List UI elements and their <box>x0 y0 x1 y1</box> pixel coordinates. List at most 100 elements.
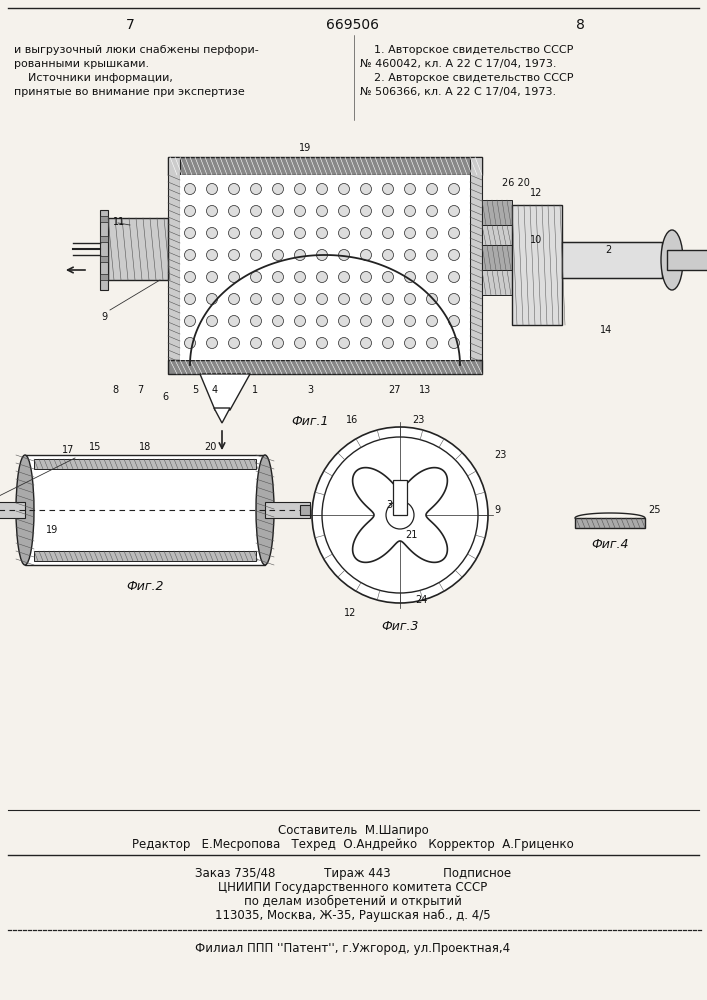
Circle shape <box>295 228 305 238</box>
Circle shape <box>448 206 460 217</box>
Circle shape <box>228 249 240 260</box>
Circle shape <box>404 338 416 349</box>
Text: 5: 5 <box>192 385 198 395</box>
Circle shape <box>295 206 305 217</box>
Circle shape <box>317 316 327 326</box>
Circle shape <box>185 271 196 282</box>
Text: 1. Авторское свидетельство СССР: 1. Авторское свидетельство СССР <box>360 45 573 55</box>
Circle shape <box>382 294 394 304</box>
Text: 10: 10 <box>530 235 542 245</box>
Circle shape <box>404 316 416 326</box>
Circle shape <box>382 206 394 217</box>
Text: 17: 17 <box>62 445 74 455</box>
Bar <box>482 200 512 225</box>
Circle shape <box>185 228 196 238</box>
Bar <box>168 157 482 175</box>
Circle shape <box>228 271 240 282</box>
Ellipse shape <box>256 455 274 565</box>
Text: 9: 9 <box>494 505 500 515</box>
Circle shape <box>426 316 438 326</box>
Circle shape <box>361 184 371 194</box>
Text: Фиг.2: Фиг.2 <box>127 580 164 593</box>
Circle shape <box>448 228 460 238</box>
Circle shape <box>382 316 394 326</box>
Bar <box>300 505 310 515</box>
Text: ЦНИИПИ Государственного комитета СССР: ЦНИИПИ Государственного комитета СССР <box>218 881 488 894</box>
Circle shape <box>426 206 438 217</box>
Circle shape <box>295 184 305 194</box>
Text: 25: 25 <box>648 505 660 515</box>
Circle shape <box>272 294 284 304</box>
Circle shape <box>448 271 460 282</box>
Bar <box>100 274 108 280</box>
Circle shape <box>206 249 218 260</box>
Circle shape <box>317 271 327 282</box>
Text: 8: 8 <box>112 385 118 395</box>
Bar <box>667 250 707 270</box>
Circle shape <box>448 249 460 260</box>
Circle shape <box>339 271 349 282</box>
Circle shape <box>382 271 394 282</box>
Circle shape <box>250 338 262 349</box>
Circle shape <box>404 294 416 304</box>
Circle shape <box>185 294 196 304</box>
Circle shape <box>404 271 416 282</box>
Circle shape <box>361 294 371 304</box>
Bar <box>100 236 108 242</box>
Text: Фиг.1: Фиг.1 <box>291 415 329 428</box>
Circle shape <box>339 316 349 326</box>
Circle shape <box>426 338 438 349</box>
Text: и выгрузочный люки снабжены перфори-: и выгрузочный люки снабжены перфори- <box>14 45 259 55</box>
Circle shape <box>382 228 394 238</box>
Circle shape <box>185 338 196 349</box>
Text: 13: 13 <box>419 385 431 395</box>
Circle shape <box>339 228 349 238</box>
Text: 4: 4 <box>212 385 218 395</box>
Polygon shape <box>200 374 250 410</box>
Text: 3: 3 <box>386 500 392 510</box>
Circle shape <box>426 228 438 238</box>
Circle shape <box>250 206 262 217</box>
Text: Источники информации,: Источники информации, <box>14 73 173 83</box>
Circle shape <box>295 316 305 326</box>
Text: Фиг.4: Фиг.4 <box>591 538 629 551</box>
Circle shape <box>426 294 438 304</box>
Circle shape <box>317 206 327 217</box>
Circle shape <box>361 338 371 349</box>
Text: Составитель  М.Шапиро: Составитель М.Шапиро <box>278 824 428 837</box>
Text: 12: 12 <box>530 188 542 198</box>
Circle shape <box>361 316 371 326</box>
Circle shape <box>339 338 349 349</box>
Bar <box>482 270 512 295</box>
Circle shape <box>448 316 460 326</box>
Circle shape <box>317 338 327 349</box>
Circle shape <box>382 184 394 194</box>
Circle shape <box>404 206 416 217</box>
Circle shape <box>361 271 371 282</box>
Text: № 506366, кл. А 22 С 17/04, 1973.: № 506366, кл. А 22 С 17/04, 1973. <box>360 87 556 97</box>
Circle shape <box>448 338 460 349</box>
Text: 3: 3 <box>307 385 313 395</box>
Circle shape <box>386 501 414 529</box>
Text: № 460042, кл. А 22 С 17/04, 1973.: № 460042, кл. А 22 С 17/04, 1973. <box>360 59 556 69</box>
Bar <box>100 256 108 262</box>
Bar <box>34 459 256 469</box>
Text: Филиал ППП ''Патент'', г.Ужгород, ул.Проектная,4: Филиал ППП ''Патент'', г.Ужгород, ул.Про… <box>195 942 510 955</box>
Circle shape <box>339 206 349 217</box>
Text: Заказ 735/48             Тираж 443              Подписное: Заказ 735/48 Тираж 443 Подписное <box>195 867 511 880</box>
Circle shape <box>206 294 218 304</box>
Text: 2. Авторское свидетельство СССР: 2. Авторское свидетельство СССР <box>360 73 573 83</box>
Circle shape <box>272 249 284 260</box>
Circle shape <box>426 184 438 194</box>
Bar <box>482 245 512 270</box>
Circle shape <box>250 228 262 238</box>
Text: 2: 2 <box>605 245 612 255</box>
Bar <box>34 551 256 561</box>
Circle shape <box>206 184 218 194</box>
Circle shape <box>426 249 438 260</box>
Text: 11: 11 <box>112 217 125 227</box>
Text: 9: 9 <box>102 312 108 322</box>
Circle shape <box>361 206 371 217</box>
Circle shape <box>295 338 305 349</box>
Circle shape <box>339 249 349 260</box>
